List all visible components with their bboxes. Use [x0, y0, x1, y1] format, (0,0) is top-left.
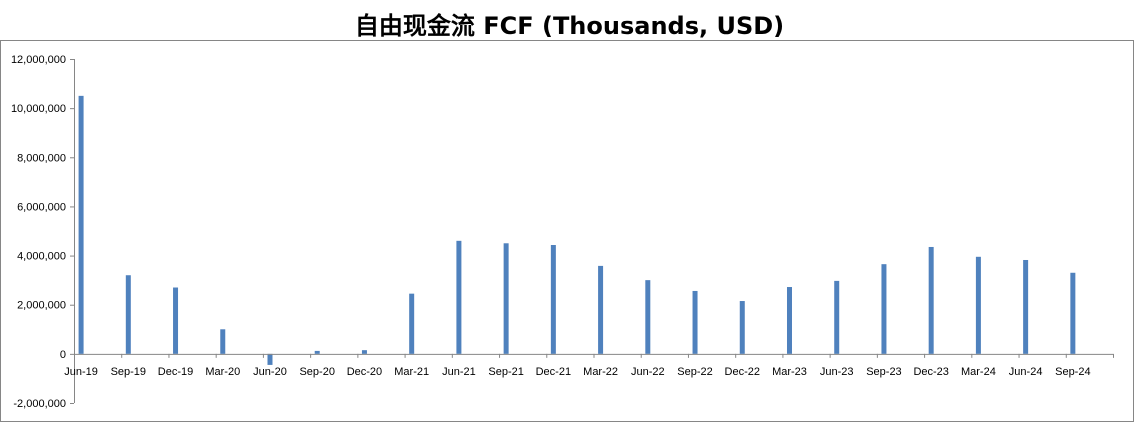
- x-tick-label: Jun-21: [442, 366, 476, 378]
- x-tick-label: Sep-24: [1055, 366, 1090, 378]
- x-tick-label: Jun-20: [253, 366, 287, 378]
- chart-border: [0, 40, 1134, 422]
- y-tick-label: 0: [60, 349, 66, 361]
- x-tick-label: Dec-20: [347, 366, 382, 378]
- y-tick-label: 12,000,000: [11, 54, 66, 66]
- x-tick-label: Mar-24: [961, 366, 996, 378]
- x-tick-label: Dec-19: [158, 366, 193, 378]
- bar-dec-19: [173, 287, 179, 354]
- y-tick-label: 2,000,000: [17, 300, 66, 312]
- y-tick-label: -2,000,000: [13, 398, 66, 410]
- bar-sep-21: [503, 243, 509, 354]
- x-tick-label: Mar-21: [394, 366, 429, 378]
- y-tick-label: 10,000,000: [11, 103, 66, 115]
- x-tick-label: Mar-22: [583, 366, 618, 378]
- bar-dec-20: [361, 350, 367, 354]
- x-tick-label: Dec-21: [536, 366, 571, 378]
- bar-dec-23: [928, 246, 934, 354]
- x-tick-label: Jun-23: [820, 366, 854, 378]
- chart-title: 自由现金流 FCF (Thousands, USD): [354, 12, 785, 40]
- bar-sep-22: [692, 290, 698, 354]
- x-tick-label: Jun-24: [1009, 366, 1043, 378]
- x-tick-label: Dec-23: [913, 366, 948, 378]
- x-tick-label: Sep-20: [299, 366, 334, 378]
- x-tick-label: Mar-20: [205, 366, 240, 378]
- x-tick-label: Mar-23: [772, 366, 807, 378]
- bar-dec-22: [739, 301, 745, 354]
- bar-mar-22: [598, 265, 604, 354]
- x-tick-label: Sep-21: [488, 366, 523, 378]
- bar-jun-23: [834, 280, 840, 354]
- bar-mar-24: [975, 256, 981, 354]
- bar-mar-20: [220, 329, 226, 354]
- x-tick-label: Sep-23: [866, 366, 901, 378]
- x-tick-label: Dec-22: [725, 366, 760, 378]
- x-tick-label: Jun-22: [631, 366, 665, 378]
- bar-mar-23: [786, 287, 792, 354]
- bar-sep-23: [881, 264, 887, 354]
- bar-sep-20: [314, 350, 320, 354]
- y-tick-label: 4,000,000: [17, 251, 66, 263]
- bar-jun-22: [645, 280, 651, 354]
- bar-dec-21: [550, 245, 556, 354]
- x-tick-label: Sep-19: [111, 366, 146, 378]
- bar-jun-21: [456, 240, 462, 354]
- bar-mar-21: [409, 293, 415, 354]
- x-tick-label: Jun-19: [64, 366, 98, 378]
- y-tick-label: 6,000,000: [17, 201, 66, 213]
- bar-jun-20: [267, 353, 273, 365]
- bar-jun-24: [1023, 259, 1029, 354]
- x-tick-label: Sep-22: [677, 366, 712, 378]
- bar-sep-19: [125, 275, 131, 354]
- bar-sep-24: [1070, 272, 1076, 354]
- bar-jun-19: [78, 95, 84, 354]
- y-tick-label: 8,000,000: [17, 152, 66, 164]
